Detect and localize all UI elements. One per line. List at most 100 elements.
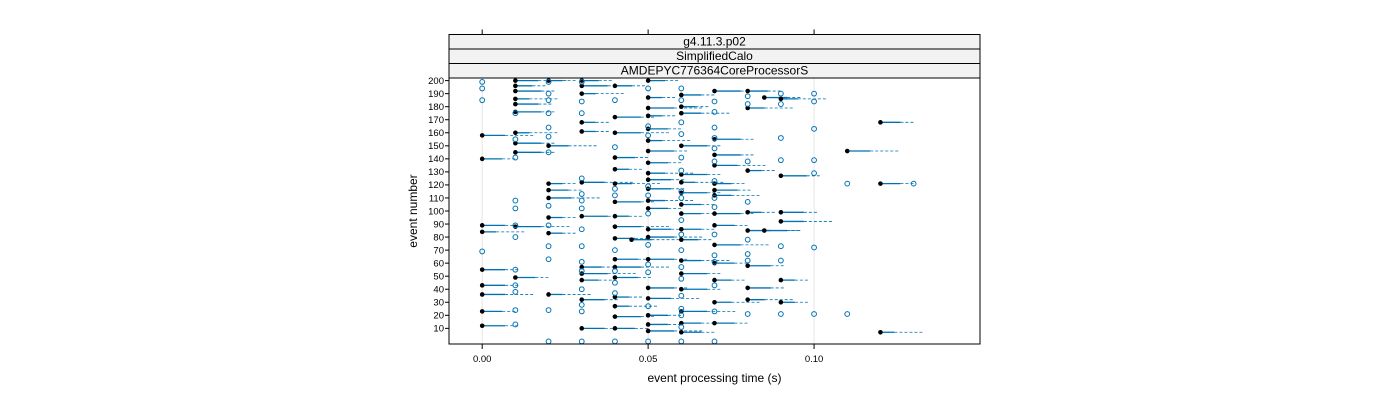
point-open [612, 192, 618, 199]
point-filled [546, 195, 551, 201]
y-tick-label: 200 [428, 76, 444, 87]
point-open [744, 251, 751, 257]
point-open [512, 154, 519, 161]
point-open [777, 257, 784, 264]
point-filled [546, 187, 551, 193]
point-filled [612, 83, 618, 89]
y-axis-label: event number [406, 174, 420, 247]
point-open [678, 275, 685, 282]
point-filled [679, 92, 684, 98]
y-axis: 10 20 30 40 50 60 70 80 90 100 110 120 130 140 150 160 1… [428, 76, 449, 335]
point-open [645, 269, 652, 276]
point-open [545, 133, 552, 140]
point-filled [513, 130, 518, 136]
point-open [678, 324, 685, 330]
point-filled [679, 172, 684, 177]
point-open [678, 292, 685, 299]
point-filled [761, 95, 767, 100]
point-filled [712, 187, 717, 193]
point-open [744, 311, 751, 317]
point-filled [645, 78, 651, 83]
point-open [578, 197, 585, 204]
point-filled [612, 213, 618, 219]
x-tick-label: 0.05 [639, 354, 658, 365]
point-open [711, 158, 718, 165]
point-open [512, 110, 519, 117]
point-filled [745, 88, 750, 94]
point-filled [645, 198, 651, 203]
point-filled [679, 320, 684, 326]
point-open [744, 158, 751, 165]
point-open [612, 144, 618, 151]
point-filled [479, 283, 485, 288]
y-tick-label: 70 [433, 245, 444, 256]
point-open [711, 124, 718, 131]
point-filled [612, 294, 618, 300]
point-open [645, 183, 652, 190]
point-filled [712, 299, 717, 305]
point-filled [479, 267, 485, 272]
point-open [811, 170, 817, 177]
point-open [744, 257, 751, 264]
point-filled [579, 120, 585, 125]
point-open [612, 279, 618, 286]
point-filled [745, 228, 750, 233]
point-open [744, 101, 751, 107]
point-open [811, 244, 817, 251]
point-filled [679, 104, 684, 109]
point-open [711, 282, 718, 289]
point-open [578, 258, 585, 265]
point-open [678, 119, 685, 126]
point-filled [579, 83, 585, 89]
x-tick-label: 0.00 [473, 354, 492, 365]
point-filled [679, 180, 684, 185]
point-open [612, 290, 618, 297]
point-filled [479, 229, 485, 235]
strip-label: g4.11.3.p02 [683, 35, 746, 49]
point-open [545, 149, 552, 156]
point-open [612, 268, 618, 274]
point-open [744, 236, 751, 243]
point-open [811, 157, 817, 164]
point-filled [579, 277, 585, 283]
point-filled [645, 105, 651, 111]
point-filled [612, 130, 618, 136]
strip-label: SimplifiedCalo [676, 49, 753, 63]
y-tick-label: 50 [433, 271, 444, 282]
point-filled [778, 277, 784, 283]
point-filled [645, 285, 651, 291]
point-open [545, 110, 552, 117]
point-filled [479, 292, 485, 297]
point-filled [712, 242, 717, 248]
point-open [578, 268, 585, 274]
point-open [678, 231, 685, 238]
point-open [678, 217, 685, 224]
point-open [711, 135, 718, 141]
point-filled [645, 177, 651, 183]
point-open [711, 195, 718, 201]
y-tick-label: 160 [428, 128, 444, 139]
point-open [512, 266, 519, 273]
point-filled [645, 234, 651, 240]
point-filled [645, 160, 651, 166]
point-filled [745, 168, 750, 173]
point-filled [479, 133, 485, 138]
point-filled [645, 170, 651, 176]
point-open [612, 247, 618, 254]
point-filled [513, 96, 518, 102]
point-open [711, 231, 718, 238]
point-open [711, 252, 718, 259]
point-filled [778, 96, 784, 102]
point-filled [645, 226, 651, 232]
y-tick-label: 110 [429, 193, 444, 204]
point-filled [844, 148, 850, 154]
point-filled [546, 181, 551, 186]
point-filled [778, 299, 784, 305]
y-tick-label: 90 [433, 219, 444, 230]
point-filled [612, 326, 618, 331]
point-open [578, 110, 585, 117]
point-open [479, 85, 486, 92]
point-open [545, 97, 552, 104]
point-open [910, 180, 917, 187]
point-open [777, 311, 784, 317]
